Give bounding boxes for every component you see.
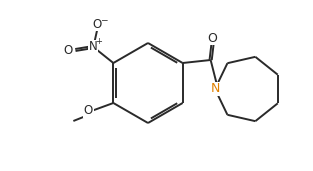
Text: O: O: [64, 43, 73, 56]
Text: N: N: [89, 41, 98, 54]
Text: O: O: [93, 17, 102, 30]
Text: O: O: [84, 104, 93, 117]
Text: −: −: [100, 16, 107, 24]
Text: O: O: [208, 31, 218, 44]
Text: +: +: [95, 37, 102, 47]
Text: N: N: [210, 82, 220, 95]
